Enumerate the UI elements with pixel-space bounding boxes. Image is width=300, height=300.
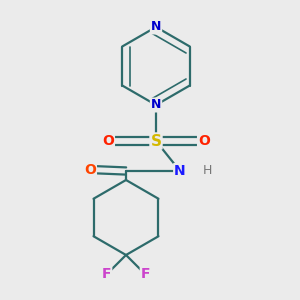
Text: O: O (84, 163, 96, 176)
Text: O: O (102, 134, 114, 148)
Text: N: N (151, 20, 161, 34)
Text: N: N (174, 164, 186, 178)
Text: S: S (151, 134, 161, 148)
Text: O: O (198, 134, 210, 148)
Text: N: N (151, 98, 161, 112)
Text: F: F (141, 268, 150, 281)
Text: H: H (202, 164, 212, 178)
Text: F: F (102, 268, 111, 281)
